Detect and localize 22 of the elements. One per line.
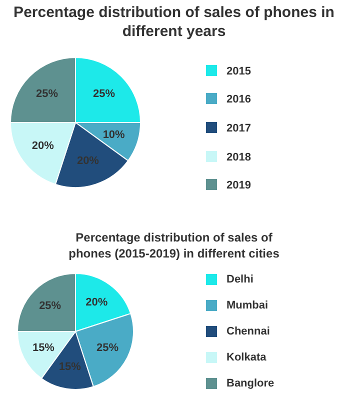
data-label: 25% xyxy=(39,300,62,312)
legend-label: Banglore xyxy=(226,378,274,390)
legend-label: 2016 xyxy=(226,94,251,106)
legend-label: 2018 xyxy=(226,152,251,164)
data-label: 20% xyxy=(76,154,100,167)
chart-title: Percentage distribution of sales of phones (2015-2019) in different cities xyxy=(68,230,280,260)
legend-label: 2015 xyxy=(226,66,251,78)
data-label: 25% xyxy=(96,342,119,354)
chart-title: Percentage distribution of sales of phones in different years xyxy=(14,4,334,40)
legend-label: Delhi xyxy=(226,274,254,286)
data-label: 25% xyxy=(36,88,58,100)
data-label: 15% xyxy=(58,361,82,374)
legend-label: 2019 xyxy=(226,180,251,192)
data-label: 10% xyxy=(102,128,126,141)
data-label: 20% xyxy=(32,140,54,152)
legend-label: 2017 xyxy=(226,122,251,134)
data-label: 20% xyxy=(86,296,108,308)
data-label: 25% xyxy=(92,88,116,100)
data-label: 15% xyxy=(32,342,55,354)
legend-label: Mumbai xyxy=(226,300,268,312)
legend-label: Chennai xyxy=(226,326,270,338)
legend-label: Kolkata xyxy=(226,352,268,364)
